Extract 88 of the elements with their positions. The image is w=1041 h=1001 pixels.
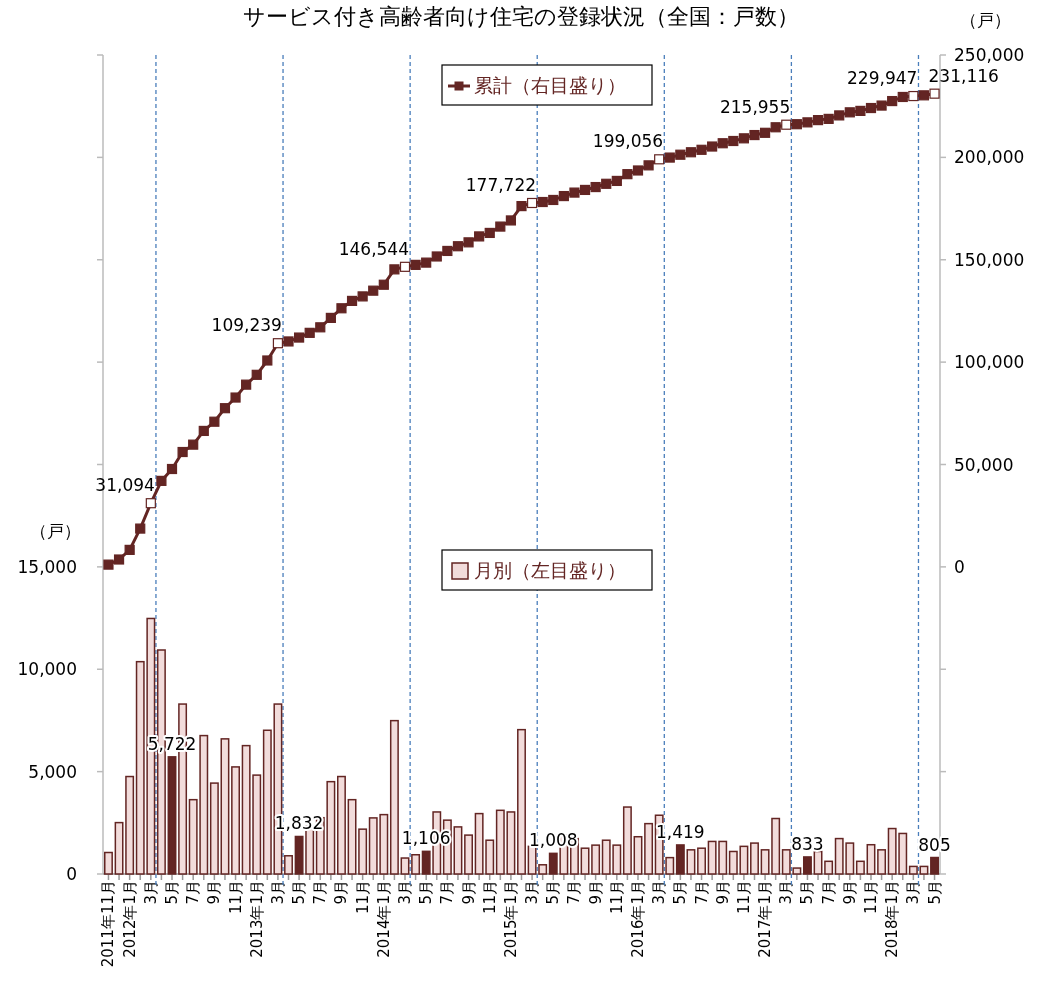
x-tick-label: 7月 xyxy=(565,880,584,905)
bar xyxy=(750,842,759,875)
x-tick-label: 11月 xyxy=(480,880,499,915)
x-tick-label: 3月 xyxy=(650,880,669,905)
bar xyxy=(855,860,865,875)
x-tick-label: 7月 xyxy=(692,880,711,905)
x-tick-label: 11月 xyxy=(861,880,880,915)
x-tick-label: 3月 xyxy=(904,880,923,905)
x-tick-label: 2011年11月 xyxy=(99,880,118,968)
data-label: 146,544 xyxy=(338,238,409,259)
legend-label: 月別（左目盛り） xyxy=(474,559,626,581)
chart-title: サービス付き高齢者向け住宅の登録状況（全国：戸数） xyxy=(242,4,799,29)
x-tick-label: 9月 xyxy=(332,880,351,905)
data-label: 833 xyxy=(791,833,824,854)
y2-tick-label: 100,000 xyxy=(954,352,1025,373)
bar xyxy=(231,766,241,875)
y-axis-title: （戸） xyxy=(29,520,81,541)
bar xyxy=(517,728,526,875)
x-tick-label: 3月 xyxy=(523,880,542,905)
data-label: 109,239 xyxy=(211,315,282,336)
bar xyxy=(400,857,410,875)
data-label: 215,955 xyxy=(719,96,791,117)
x-tick-label: 5月 xyxy=(925,880,944,905)
bar xyxy=(866,843,876,875)
data-label: 231,116 xyxy=(928,65,999,86)
bar xyxy=(802,856,812,875)
y2-tick-label: 200,000 xyxy=(954,147,1025,168)
bar xyxy=(633,835,643,875)
x-tick-label: 2014年1月 xyxy=(374,880,393,958)
x-tick-label: 9月 xyxy=(586,880,605,905)
legend-label: 累計（右目盛り） xyxy=(474,74,626,96)
bar xyxy=(284,855,293,875)
x-tick-label: 3月 xyxy=(268,880,287,905)
y2-tick-label: 0 xyxy=(954,556,965,577)
bar xyxy=(622,806,632,875)
bar xyxy=(644,822,654,875)
y-tick-label: 10,000 xyxy=(17,659,77,680)
data-label: 31,094 xyxy=(95,475,155,496)
x-tick-label: 7月 xyxy=(184,880,203,905)
x-tick-label: 11月 xyxy=(734,880,753,915)
x-tick-label: 5月 xyxy=(163,880,182,905)
x-tick-label: 7月 xyxy=(311,880,330,905)
bar xyxy=(464,834,473,875)
x-tick-label: 9月 xyxy=(840,880,859,905)
x-tick-label: 5月 xyxy=(417,880,436,905)
bar xyxy=(167,756,177,875)
bar xyxy=(824,860,834,875)
x-tick-label: 5月 xyxy=(290,880,309,905)
x-tick-label: 3月 xyxy=(777,880,796,905)
x-tick-label: 7月 xyxy=(438,880,457,905)
bar xyxy=(209,782,219,875)
y2-tick-label: 150,000 xyxy=(954,249,1025,270)
x-tick-label: 2012年1月 xyxy=(120,880,139,958)
x-tick-label: 2015年1月 xyxy=(501,880,520,958)
bar xyxy=(220,738,230,875)
x-tick-label: 7月 xyxy=(819,880,838,905)
x-tick-label: 3月 xyxy=(396,880,414,905)
x-tick-label: 11月 xyxy=(607,880,626,915)
bar xyxy=(389,719,399,875)
y2-axis-title: （戸） xyxy=(959,10,1011,30)
x-tick-label: 9月 xyxy=(205,880,224,905)
data-label: 229,947 xyxy=(847,68,918,89)
x-tick-label: 11月 xyxy=(226,880,245,915)
y-tick-label: 0 xyxy=(66,864,77,884)
bar xyxy=(877,849,887,875)
bar xyxy=(697,847,706,875)
x-tick-label: 2018年1月 xyxy=(883,880,902,958)
x-tick-label: 9月 xyxy=(459,880,478,905)
x-tick-label: 2013年1月 xyxy=(247,880,266,958)
x-tick-label: 3月 xyxy=(141,880,160,905)
y-tick-label: 5,000 xyxy=(28,761,77,782)
x-tick-label: 5月 xyxy=(798,880,817,905)
y2-tick-label: 50,000 xyxy=(954,454,1014,475)
data-label: 199,056 xyxy=(592,131,664,152)
y2-tick-label: 250,000 xyxy=(954,45,1025,65)
bar xyxy=(411,854,421,875)
x-tick-label: 11月 xyxy=(353,880,372,915)
x-tick-label: 2016年1月 xyxy=(629,880,647,958)
y-tick-label: 15,000 xyxy=(17,556,77,577)
x-tick-label: 2017年1月 xyxy=(756,880,775,958)
bar xyxy=(337,775,346,875)
data-label: 177,722 xyxy=(465,174,537,195)
x-tick-label: 9月 xyxy=(713,880,732,905)
x-tick-label: 5月 xyxy=(671,880,690,905)
bar xyxy=(930,856,939,875)
data-label: 805 xyxy=(918,834,951,855)
bar xyxy=(104,851,113,875)
x-tick-label: 5月 xyxy=(544,880,563,905)
